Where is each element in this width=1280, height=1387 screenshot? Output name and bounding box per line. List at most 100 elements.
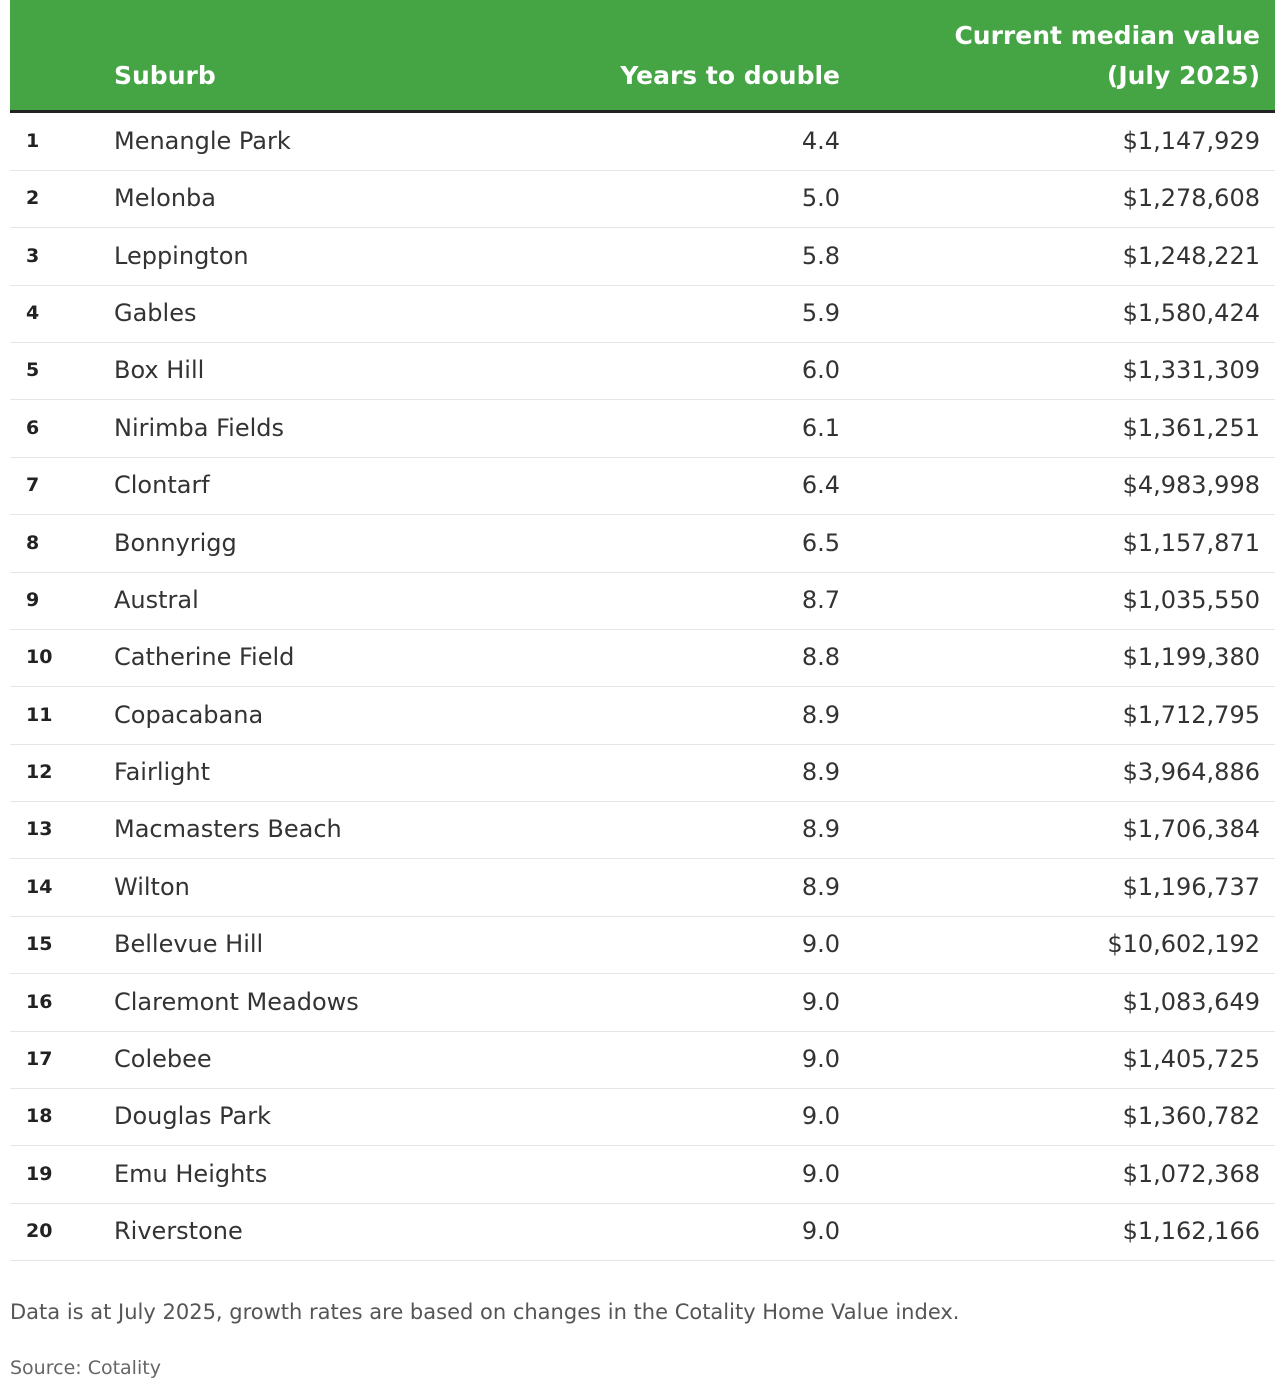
- table-cell: Copacabana: [114, 700, 264, 729]
- header-cell: Years to double: [620, 61, 840, 90]
- table-cell: 9.0: [801, 1159, 840, 1188]
- table-cell: $1,248,221: [1122, 241, 1260, 270]
- table-cell: 8.7: [801, 585, 840, 614]
- header-cell: Suburb: [114, 61, 216, 90]
- table-cell: 13: [26, 818, 53, 841]
- table-cell: 4.4: [801, 127, 840, 155]
- table-cell: $1,360,782: [1122, 1102, 1260, 1131]
- table-cell: $1,405,725: [1122, 1044, 1260, 1073]
- table-cell: $1,706,384: [1122, 815, 1260, 844]
- table-cell: $1,147,929: [1122, 127, 1260, 155]
- table-row: 17 Colebee 9.0 $1,405,725: [10, 1031, 1275, 1089]
- table-cell: 10: [26, 646, 53, 669]
- table-cell: Melonba: [114, 184, 216, 213]
- table-cell: 3: [26, 244, 40, 267]
- table-row: 7 Clontarf 6.4 $4,983,998: [10, 457, 1275, 516]
- table-cell: Leppington: [114, 241, 249, 270]
- table-cell: 17: [26, 1047, 53, 1070]
- table-cell: $1,361,251: [1122, 413, 1260, 442]
- table-cell: $1,712,795: [1122, 700, 1260, 729]
- table-cell: 6.5: [801, 528, 840, 557]
- table-cell: Claremont Meadows: [114, 987, 359, 1016]
- table-row: 20 Riverstone 9.0 $1,162,166: [10, 1203, 1275, 1262]
- table-cell: $1,196,737: [1122, 872, 1260, 901]
- table-cell: $1,157,871: [1122, 528, 1260, 557]
- table-cell: $1,331,309: [1122, 356, 1260, 385]
- table-cell: 14: [26, 875, 53, 898]
- table-cell: 19: [26, 1162, 53, 1185]
- table-cell: $10,602,192: [1107, 930, 1260, 959]
- table-row: 14 Wilton 8.9 $1,196,737: [10, 859, 1275, 917]
- table-cell: 5.9: [801, 299, 840, 328]
- table-cell: Box Hill: [114, 356, 205, 385]
- table-cell: $1,035,550: [1122, 585, 1260, 614]
- table-cell: 8.9: [801, 815, 840, 844]
- table-cell: 15: [26, 933, 53, 956]
- table-cell: 5: [26, 359, 40, 382]
- table-cell: 8.9: [801, 758, 840, 787]
- table-row: 12 Fairlight 8.9 $3,964,886: [10, 744, 1275, 803]
- table-cell: Bellevue Hill: [114, 930, 264, 959]
- table-cell: 5.0: [801, 184, 840, 213]
- table-row: 11 Copacabana 8.9 $1,712,795: [10, 687, 1275, 745]
- table-row: 13 Macmasters Beach 8.9 $1,706,384: [10, 801, 1275, 860]
- table-cell: 8.9: [801, 872, 840, 901]
- table-cell: $3,964,886: [1122, 758, 1260, 787]
- table-cell: Clontarf: [114, 471, 210, 500]
- table-cell: 18: [26, 1105, 53, 1128]
- table-cell: 9.0: [801, 1044, 840, 1073]
- table-cell: 20: [26, 1220, 53, 1243]
- table-cell: 8.9: [801, 700, 840, 729]
- table-cell: 11: [26, 703, 53, 726]
- table-cell: 7: [26, 474, 40, 497]
- table-cell: $1,083,649: [1122, 987, 1260, 1016]
- table-cell: 9.0: [801, 1217, 840, 1246]
- table-cell: 5.8: [801, 241, 840, 270]
- table-cell: $1,580,424: [1122, 299, 1260, 328]
- table-row: 2 Melonba 5.0 $1,278,608: [10, 170, 1275, 229]
- table-cell: Gables: [114, 299, 197, 328]
- table-cell: 8: [26, 531, 40, 554]
- table-cell: Wilton: [114, 872, 190, 901]
- table-cell: 16: [26, 990, 53, 1013]
- footnote: Data is at July 2025, growth rates are b…: [10, 1300, 960, 1324]
- table-cell: Riverstone: [114, 1217, 243, 1246]
- table-row: 15 Bellevue Hill 9.0 $10,602,192: [10, 916, 1275, 975]
- table-row: 5 Box Hill 6.0 $1,331,309: [10, 342, 1275, 401]
- table-cell: Macmasters Beach: [114, 815, 342, 844]
- table-cell: Austral: [114, 585, 199, 614]
- table-cell: 6.1: [801, 413, 840, 442]
- table-cell: 9.0: [801, 987, 840, 1016]
- table-cell: 6: [26, 416, 40, 439]
- table-cell: 9: [26, 588, 40, 611]
- table-row: 9 Austral 8.7 $1,035,550: [10, 572, 1275, 630]
- header-cell: Current median value (July 2025): [954, 21, 1260, 90]
- table-cell: 8.8: [801, 643, 840, 672]
- table-row: 1 Menangle Park 4.4 $1,147,929: [10, 113, 1275, 171]
- table-cell: Menangle Park: [114, 127, 291, 155]
- table-row: 10 Catherine Field 8.8 $1,199,380: [10, 629, 1275, 688]
- table-cell: 6.0: [801, 356, 840, 385]
- table-row: 16 Claremont Meadows 9.0 $1,083,649: [10, 974, 1275, 1032]
- table-cell: 12: [26, 761, 53, 784]
- table-cell: Douglas Park: [114, 1102, 271, 1131]
- table-row: 6 Nirimba Fields 6.1 $1,361,251: [10, 400, 1275, 458]
- table-cell: $1,072,368: [1122, 1159, 1260, 1188]
- table-cell: 9.0: [801, 930, 840, 959]
- table-cell: 2: [26, 187, 40, 210]
- table-cell: Bonnyrigg: [114, 528, 237, 557]
- table-cell: Emu Heights: [114, 1159, 268, 1188]
- table-cell: $1,162,166: [1122, 1217, 1260, 1246]
- table-cell: $1,199,380: [1122, 643, 1260, 672]
- table-cell: 9.0: [801, 1102, 840, 1131]
- table-cell: Catherine Field: [114, 643, 295, 672]
- table-row: 19 Emu Heights 9.0 $1,072,368: [10, 1146, 1275, 1204]
- table-cell: Nirimba Fields: [114, 413, 285, 442]
- table-header: Suburb Years to double Current median va…: [10, 0, 1275, 113]
- table-cell: $1,278,608: [1122, 184, 1260, 213]
- table-row: 4 Gables 5.9 $1,580,424: [10, 285, 1275, 344]
- table-row: 18 Douglas Park 9.0 $1,360,782: [10, 1088, 1275, 1147]
- table-cell: Colebee: [114, 1044, 212, 1073]
- table-cell: 1: [26, 130, 40, 152]
